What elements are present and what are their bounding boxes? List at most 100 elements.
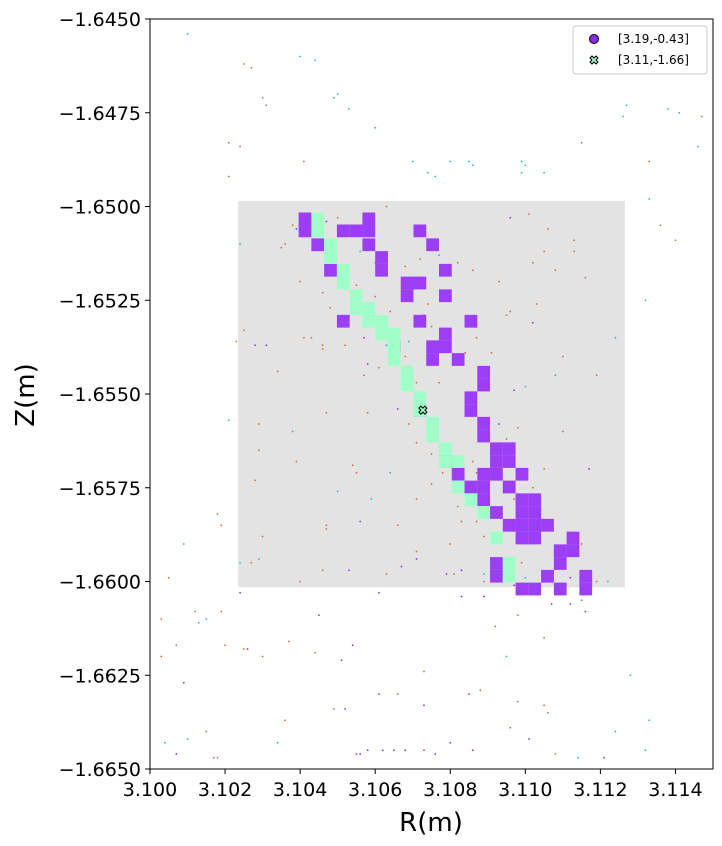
pixel-cell: [439, 340, 452, 354]
scatter-point: [314, 59, 317, 62]
scatter-point: [531, 321, 534, 324]
scatter-point: [363, 336, 365, 339]
pixel-cell: [349, 289, 363, 303]
scatter-point: [389, 310, 392, 313]
pixel-cell: [528, 506, 542, 519]
scatter-point: [423, 749, 425, 752]
scatter-point: [471, 460, 474, 463]
pixel-cell: [477, 506, 491, 519]
scatter-point: [460, 595, 463, 598]
y-tick-label: −1.6500: [59, 197, 141, 219]
scatter-point: [325, 528, 328, 530]
scatter-point: [697, 145, 699, 148]
scatter-point: [483, 595, 485, 598]
pixel-cell: [502, 518, 516, 532]
scatter-point: [167, 576, 170, 579]
pixel-cell: [451, 455, 465, 468]
scatter-point: [426, 303, 429, 305]
pixel-cell: [477, 480, 491, 494]
legend-label-2: [3.11,-1.66]: [618, 53, 689, 67]
scatter-point: [333, 708, 335, 710]
scatter-point: [423, 704, 425, 707]
scatter-point: [561, 430, 564, 433]
y-tick-label: −1.6625: [59, 665, 141, 687]
scatter-point: [302, 336, 305, 339]
scatter-point: [239, 591, 241, 594]
scatter-point: [235, 340, 238, 343]
scatter-point: [404, 355, 407, 358]
scatter-point: [411, 160, 414, 163]
scatter-point: [475, 336, 478, 339]
x-axis-label: R(m): [399, 808, 463, 838]
scatter-point: [573, 239, 576, 242]
pixel-cell: [426, 340, 440, 354]
scatter-point: [242, 329, 245, 332]
scatter-point: [246, 648, 249, 650]
scatter-point: [175, 753, 178, 755]
scatter-point: [509, 726, 512, 729]
pixel-cell: [464, 493, 478, 507]
highlight-x-shape: [418, 405, 428, 415]
scatter-point: [336, 216, 339, 219]
pixel-cell: [502, 442, 516, 456]
scatter-point: [607, 580, 609, 583]
scatter-point: [197, 621, 200, 624]
scatter-point: [659, 224, 662, 227]
scatter-point: [509, 310, 512, 313]
scatter-point: [212, 756, 215, 759]
scatter-point: [400, 565, 403, 568]
scatter-point: [513, 584, 515, 587]
pixel-cell: [477, 493, 491, 507]
scatter-point: [310, 336, 313, 339]
scatter-point: [321, 348, 324, 350]
scatter-point: [614, 336, 617, 339]
pixel-cell: [413, 224, 427, 238]
scatter-point: [700, 115, 703, 118]
scatter-point: [423, 670, 425, 673]
scatter-point: [257, 423, 260, 425]
scatter-point: [415, 550, 418, 553]
legend-box: [572, 25, 708, 75]
scatter-point: [464, 351, 467, 354]
scatter-point: [524, 576, 527, 579]
scatter-point: [622, 115, 624, 118]
pixel-cell: [413, 314, 427, 328]
pixel-cell: [515, 518, 529, 532]
pixel-cell: [375, 263, 388, 277]
scatter-point: [520, 561, 523, 564]
scatter-point: [520, 160, 523, 163]
scatter-point: [374, 295, 377, 298]
scatter-point: [182, 543, 185, 545]
scatter-point: [363, 374, 365, 377]
legend-marker-circle-icon: [589, 34, 599, 44]
scatter-point: [614, 730, 617, 733]
scatter-point: [667, 108, 669, 110]
pixel-cell: [553, 557, 567, 570]
scatter-point: [543, 636, 545, 639]
scatter-point: [160, 655, 163, 658]
pixel-cell: [579, 582, 593, 596]
pixel-cell: [490, 531, 503, 545]
scatter-point: [321, 344, 324, 347]
scatter-point: [498, 423, 500, 425]
scatter-point: [483, 580, 485, 583]
scatter-point: [325, 524, 328, 527]
scatter-point: [239, 561, 241, 564]
pixel-cell: [502, 569, 516, 583]
scatter-point: [603, 756, 606, 759]
pixel-cell: [336, 276, 350, 290]
scatter-point: [475, 471, 478, 474]
scatter-point: [408, 423, 410, 425]
scatter-point: [460, 520, 463, 523]
pixel-cell: [375, 251, 388, 264]
scatter-point: [366, 411, 369, 414]
scatter-point: [415, 441, 418, 444]
scatter-point: [299, 280, 302, 283]
x-tick-label: 3.112: [573, 779, 627, 801]
pixel-cell: [349, 302, 363, 315]
pixel-cell: [528, 531, 542, 545]
scatter-point: [160, 618, 163, 620]
scatter-point: [265, 344, 268, 347]
scatter-point: [404, 749, 407, 752]
pixel-cell: [528, 518, 542, 532]
